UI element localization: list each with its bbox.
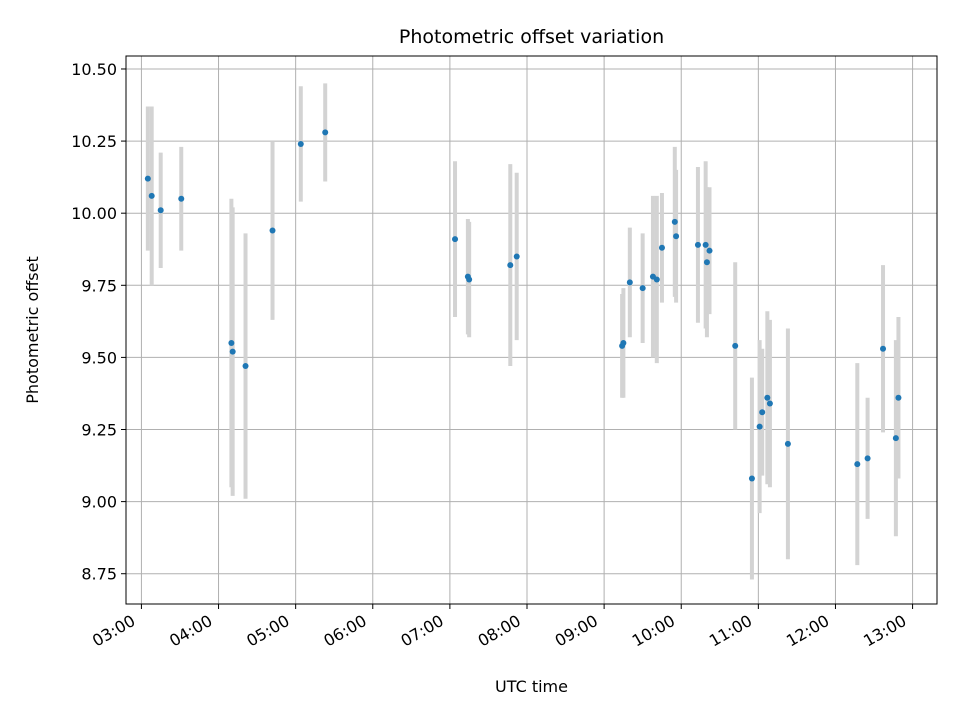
data-point <box>229 348 236 355</box>
data-point <box>880 345 887 352</box>
y-tick-label: 10.50 <box>71 60 117 79</box>
data-point <box>513 253 520 260</box>
y-axis-ticks: 8.75 9.00 9.25 9.50 9.75 10.00 10.25 10.50 <box>71 60 126 584</box>
data-point <box>653 276 660 283</box>
data-point <box>706 247 713 254</box>
data-point <box>748 475 755 482</box>
y-tick-label: 9.75 <box>81 276 117 295</box>
data-point <box>322 129 329 136</box>
y-tick-label: 9.00 <box>81 493 117 512</box>
x-axis-label: UTC time <box>495 677 568 696</box>
data-point <box>673 233 680 240</box>
y-axis-label: Photometric offset <box>23 256 42 404</box>
data-point <box>732 342 739 349</box>
data-point <box>242 363 249 370</box>
data-point <box>702 241 709 248</box>
data-point <box>756 423 763 430</box>
data-point <box>178 195 185 202</box>
data-point <box>694 241 701 248</box>
chart-title: Photometric offset variation <box>399 26 664 48</box>
data-point <box>759 409 766 416</box>
data-point <box>703 259 710 266</box>
data-point <box>157 207 164 214</box>
grid <box>126 56 937 604</box>
data-point <box>784 440 791 447</box>
y-tick-label: 9.25 <box>81 421 117 440</box>
y-tick-label: 10.25 <box>71 132 117 151</box>
data-point <box>626 279 633 286</box>
data-points <box>144 129 902 482</box>
data-point <box>658 244 665 251</box>
data-point <box>895 394 902 401</box>
data-point <box>144 175 151 182</box>
data-point <box>864 455 871 462</box>
data-point <box>466 276 473 283</box>
data-point <box>671 218 678 225</box>
data-point <box>228 339 235 346</box>
data-point <box>148 192 155 199</box>
data-point <box>766 400 773 407</box>
plot-frame <box>125 55 938 605</box>
data-point <box>269 227 276 234</box>
y-tick-label: 9.50 <box>81 348 117 367</box>
data-point <box>507 262 514 269</box>
data-point <box>297 140 304 147</box>
data-point <box>892 435 899 442</box>
data-point <box>854 461 861 468</box>
data-point <box>620 339 627 346</box>
data-point <box>452 236 459 243</box>
data-point <box>639 285 646 292</box>
y-tick-label: 10.00 <box>71 204 117 223</box>
data-point <box>764 394 771 401</box>
y-tick-label: 8.75 <box>81 565 117 584</box>
